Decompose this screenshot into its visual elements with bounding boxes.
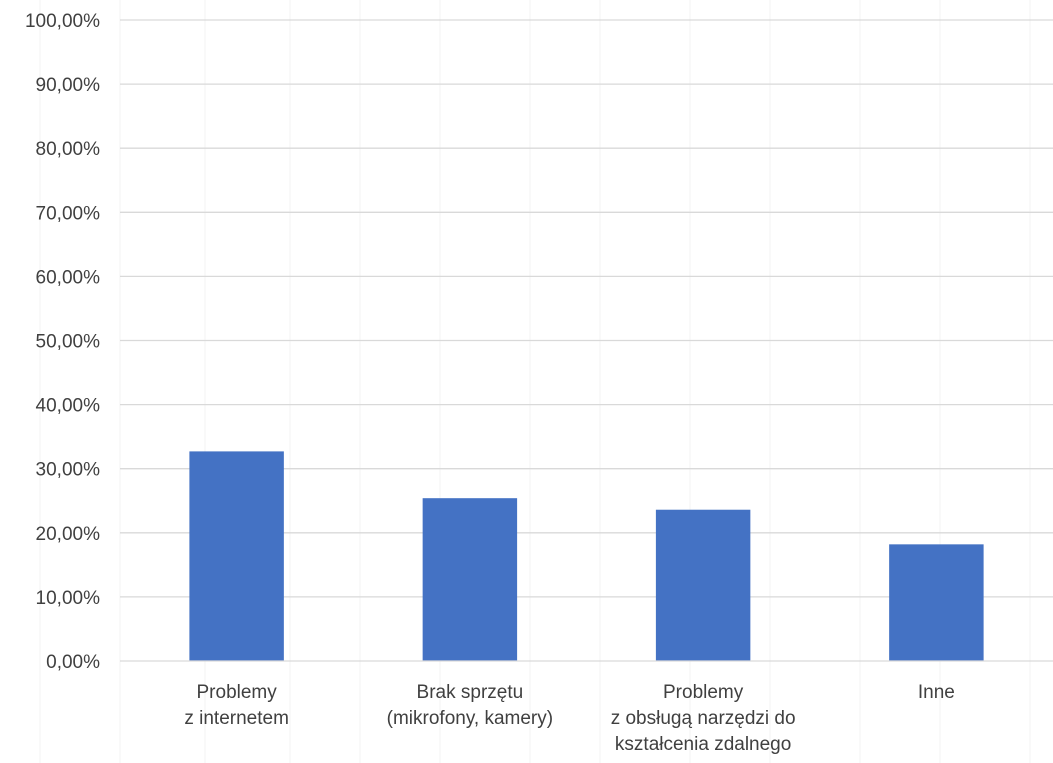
x-category-label-2-line-2: kształcenia zdalnego: [615, 734, 791, 755]
x-axis-labels: Problemy z internetem Brak sprzętu (mikrofo…: [184, 682, 955, 755]
bar-0: [189, 451, 284, 661]
y-tick-label-1: 10,00%: [36, 588, 101, 609]
y-tick-label-0: 0,00%: [46, 652, 100, 673]
x-category-label-1: Brak sprzętu (mikrofony, kamery): [387, 682, 553, 729]
x-category-label-3-line-0: Inne: [918, 682, 955, 703]
y-tick-label-8: 80,00%: [36, 139, 101, 160]
x-category-label-0: Problemy z internetem: [184, 682, 289, 729]
x-category-label-2: Problemy z obsługą narzędzi do kształcenia…: [611, 682, 796, 755]
y-tick-label-2: 20,00%: [36, 524, 101, 545]
bar-2: [655, 509, 751, 661]
y-tick-label-3: 30,00%: [36, 460, 101, 481]
y-tick-label-9: 90,00%: [36, 75, 101, 96]
bar-1: [422, 498, 518, 661]
x-category-label-0-line-0: Problemy: [197, 682, 278, 703]
y-axis-ticks: 0,00% 10,00% 20,00% 30,00% 40,00% 50,00% 60,00…: [25, 11, 100, 673]
x-category-label-2-line-0: Problemy: [663, 682, 744, 703]
y-tick-label-10: 100,00%: [25, 11, 100, 32]
x-category-label-3: Inne: [918, 682, 955, 703]
background-faint-grid: [39, 0, 1031, 763]
y-tick-label-5: 50,00%: [36, 332, 101, 353]
bars: [189, 451, 984, 661]
x-category-label-1-line-1: (mikrofony, kamery): [387, 708, 553, 729]
y-tick-label-4: 40,00%: [36, 396, 101, 417]
y-tick-label-7: 70,00%: [36, 203, 101, 224]
bar-3: [889, 544, 984, 661]
y-tick-label-6: 60,00%: [36, 267, 101, 288]
x-category-label-1-line-0: Brak sprzętu: [417, 682, 524, 703]
x-category-label-0-line-1: z internetem: [184, 708, 289, 729]
x-category-label-2-line-1: z obsługą narzędzi do: [611, 708, 796, 729]
